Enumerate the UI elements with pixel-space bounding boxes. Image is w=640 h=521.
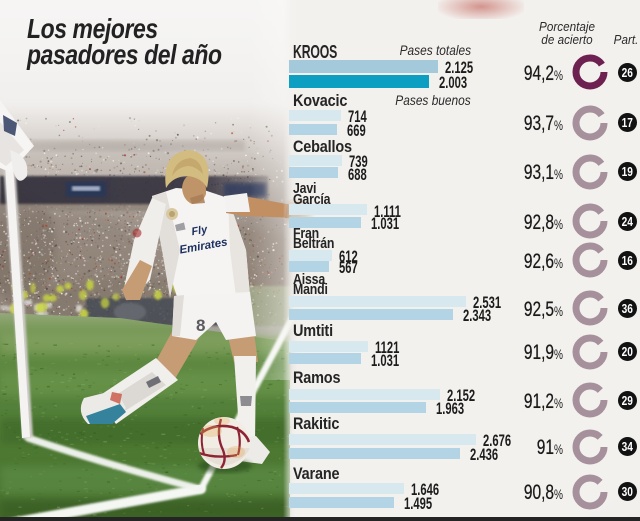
svg-text:8: 8 [196,316,205,335]
svg-text:Fly: Fly [191,224,210,239]
